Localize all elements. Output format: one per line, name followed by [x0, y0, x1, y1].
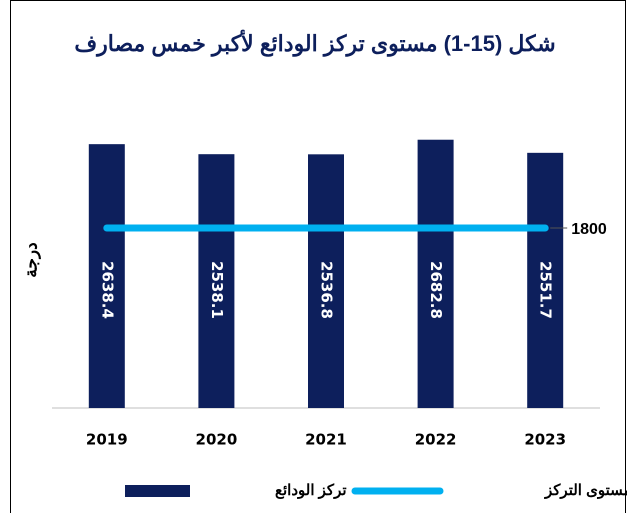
x-tick-label: 2023 — [524, 431, 566, 449]
x-tick-label: 2020 — [196, 431, 238, 449]
x-tick-label: 2021 — [305, 431, 347, 449]
y-axis-label: درجة — [21, 242, 41, 277]
line-value-label: 1800 — [571, 221, 607, 238]
bar-value-label: 2682.8 — [427, 261, 445, 319]
chart-title: شكل (15-1) مستوى تركز الودائع لأكبر خمس … — [74, 31, 556, 56]
x-tick-label: 2019 — [86, 431, 128, 449]
x-tick-label: 2022 — [415, 431, 457, 449]
bar — [308, 154, 344, 408]
bar-value-label: 2551.7 — [537, 261, 555, 319]
bar — [417, 139, 454, 408]
frame — [10, 0, 626, 513]
legend-swatch — [125, 485, 190, 497]
bar-value-label: 2638.4 — [98, 261, 116, 319]
bar — [198, 154, 235, 408]
bar-value-label: 2538.1 — [208, 261, 226, 319]
bar-value-label: 2536.8 — [318, 261, 336, 319]
legend-label: تركز الودائع — [275, 482, 347, 499]
bar — [88, 144, 125, 408]
bar — [527, 152, 564, 408]
legend-label: معيار مستوى التركز — [544, 482, 627, 499]
